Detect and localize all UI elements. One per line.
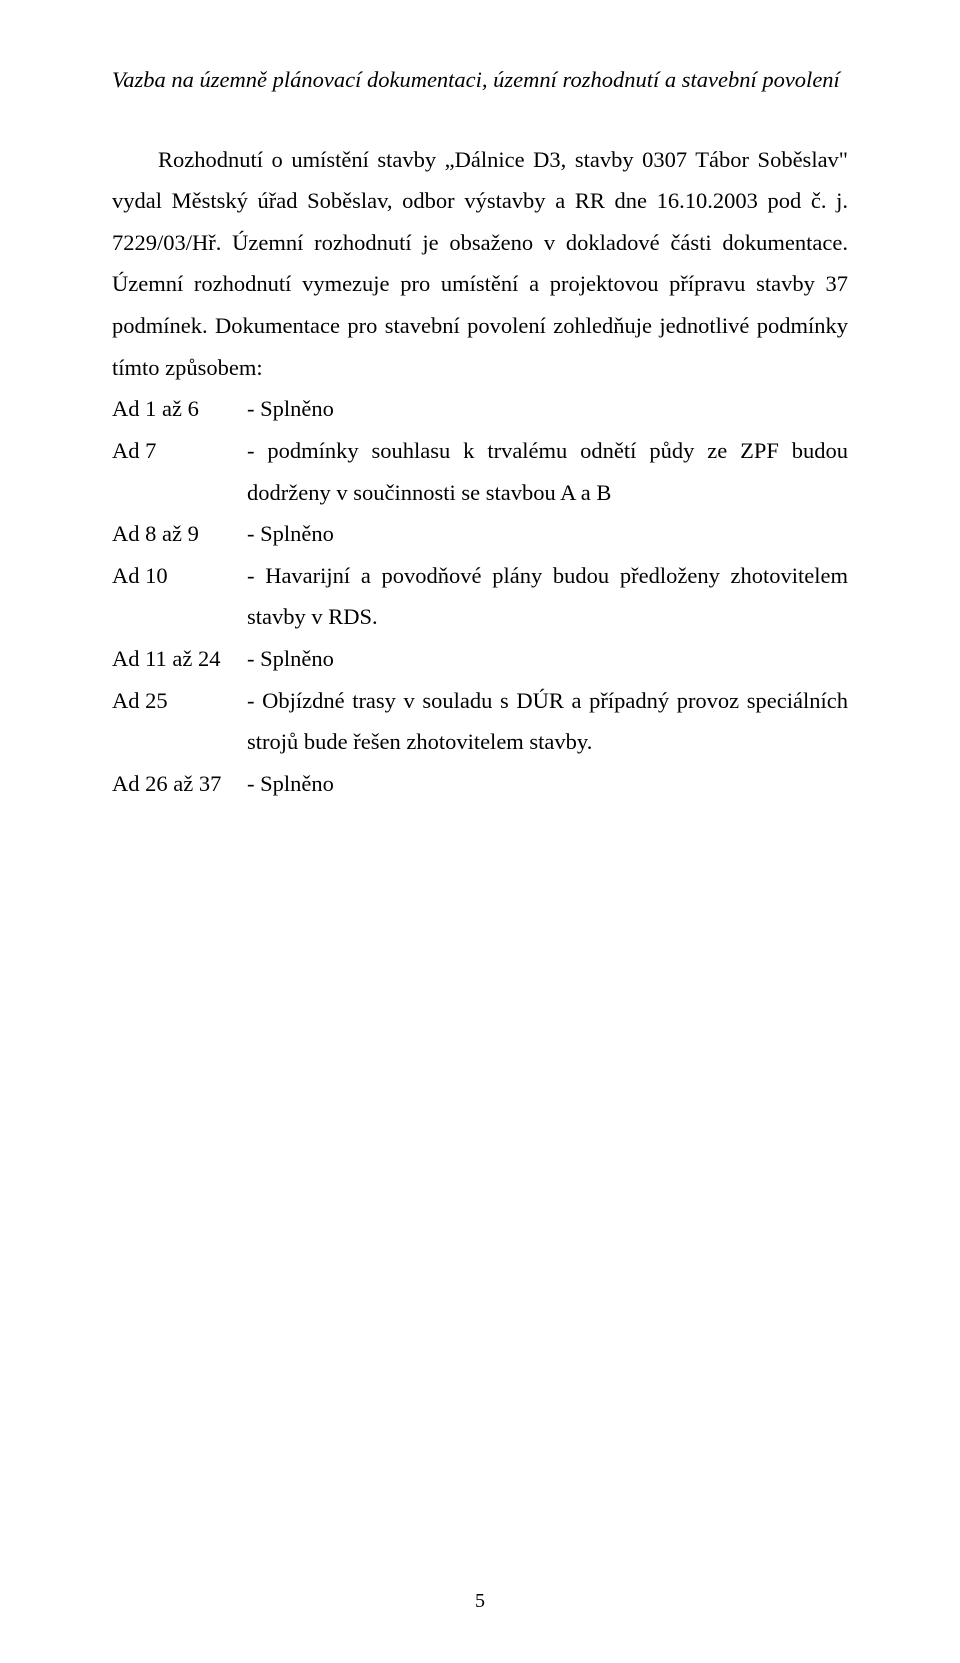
list-item: Ad 10 - Havarijní a povodňové plány budo… <box>112 555 848 638</box>
item-value: - Splněno <box>247 388 848 430</box>
list-item: Ad 7 - podmínky souhlasu k trvalému odně… <box>112 430 848 513</box>
intro-paragraph: Rozhodnutí o umístění stavby „Dálnice D3… <box>112 139 848 389</box>
item-label: Ad 10 <box>112 555 247 638</box>
list-item: Ad 11 až 24 - Splněno <box>112 638 848 680</box>
item-label: Ad 7 <box>112 430 247 513</box>
list-item: Ad 8 až 9 - Splněno <box>112 513 848 555</box>
list-item: Ad 25 - Objízdné trasy v souladu s DÚR a… <box>112 680 848 763</box>
item-label: Ad 11 až 24 <box>112 638 247 680</box>
section-heading: Vazba na územně plánovací dokumentaci, ú… <box>112 60 848 101</box>
list-item: Ad 1 až 6 - Splněno <box>112 388 848 430</box>
item-value: - podmínky souhlasu k trvalému odnětí pů… <box>247 430 848 513</box>
item-value: - Splněno <box>247 513 848 555</box>
list-item: Ad 26 až 37 - Splněno <box>112 763 848 805</box>
item-label: Ad 1 až 6 <box>112 388 247 430</box>
item-value: - Splněno <box>247 638 848 680</box>
item-label: Ad 26 až 37 <box>112 763 247 805</box>
page-number: 5 <box>0 1590 960 1613</box>
item-label: Ad 8 až 9 <box>112 513 247 555</box>
conditions-list: Ad 1 až 6 - Splněno Ad 7 - podmínky souh… <box>112 388 848 804</box>
item-value: - Splněno <box>247 763 848 805</box>
item-value: - Havarijní a povodňové plány budou před… <box>247 555 848 638</box>
item-label: Ad 25 <box>112 680 247 763</box>
page: Vazba na územně plánovací dokumentaci, ú… <box>0 0 960 1663</box>
item-value: - Objízdné trasy v souladu s DÚR a přípa… <box>247 680 848 763</box>
